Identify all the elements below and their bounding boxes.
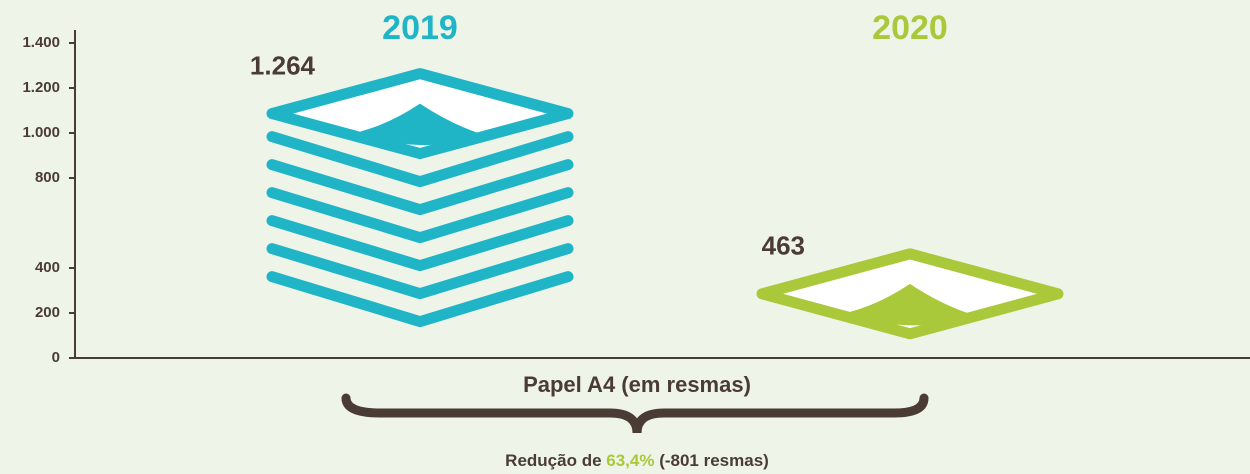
page: {"chart_data": {"type": "bar", "categori… [0, 0, 1250, 474]
paper-stack [272, 74, 568, 322]
y-tick-label: 1.000 [22, 124, 60, 141]
value-label: 1.264 [250, 50, 316, 80]
y-tick-label: 200 [35, 304, 60, 321]
annotation-prefix: Redução de [505, 451, 606, 470]
annotation: Redução de 63,4% (-801 resmas) [505, 451, 769, 470]
y-tick-label: 1.400 [22, 34, 60, 51]
category-label: 2019 [382, 9, 458, 47]
value-label: 463 [762, 231, 805, 261]
y-tick-label: 1.200 [22, 79, 60, 96]
paper-stack [762, 254, 1058, 334]
y-tick-label: 0 [52, 349, 60, 366]
x-axis-label: Papel A4 (em resmas) [523, 372, 751, 397]
y-tick-label: 800 [35, 169, 60, 186]
category-label: 2020 [872, 9, 948, 47]
y-tick-label: 400 [35, 259, 60, 276]
brace [346, 398, 924, 433]
annotation-suffix: (-801 resmas) [654, 451, 768, 470]
annotation-highlight: 63,4% [606, 451, 654, 470]
chart: Papel A4 (em resmas) Redução de 63,4% (-… [0, 0, 1250, 474]
